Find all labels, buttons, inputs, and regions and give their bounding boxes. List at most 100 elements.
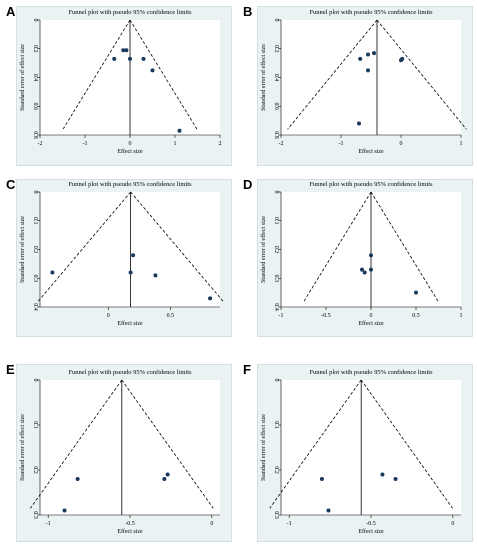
x-tick-label: -0.5 [321,313,331,319]
data-point [372,51,376,56]
x-axis-label: Effect size [117,320,143,327]
y-axis-label: Standard error of effect size [19,414,26,481]
x-axis-label: Effect size [358,148,384,155]
y-axis-label: Standard error of effect size [19,216,26,283]
x-tick-label: 0 [451,521,454,527]
data-point [319,477,324,481]
y-tick-label: 0.3 [273,511,279,519]
panel-label: C [6,177,16,192]
chart-title: Funnel plot with pseudo 95% confidence l… [68,9,192,16]
chart-title: Funnel plot with pseudo 95% confidence l… [309,181,433,188]
data-point [131,253,136,258]
funnel-panel-e: E Funnel plot with pseudo 95% confidence… [0,360,238,545]
panel-label: A [6,4,16,19]
upper-confidence-limit [130,191,224,302]
y-tick-label: 0 [273,379,279,382]
panel-label: F [243,362,251,377]
x-tick-label: 0 [210,521,213,527]
data-point [62,508,67,513]
data-point [162,477,167,481]
y-tick-label: 0.8 [32,131,38,139]
data-point [121,48,126,53]
x-tick-label: 0 [107,313,110,319]
x-axis-label: Effect size [358,528,384,535]
x-tick-label: -1 [339,141,344,147]
data-point [50,270,55,275]
x-tick-label: -2 [279,141,284,147]
x-tick-label: -1 [287,521,292,527]
x-tick-label: 1 [174,141,177,147]
data-point [326,508,331,513]
data-point [362,270,367,275]
funnel-plot-c: Funnel plot with pseudo 95% confidence l… [19,181,224,327]
x-tick-label: 0 [370,313,373,319]
y-axis-label: Standard error of effect size [260,414,267,481]
data-point [165,472,170,477]
x-tick-label: -0.5 [125,521,135,527]
y-tick-label: 0.4 [273,74,279,82]
x-tick-label: 1 [460,141,463,147]
funnel-panel-d: D Funnel plot with pseudo 95% confidence… [239,175,477,340]
lower-confidence-limit [269,379,362,509]
y-tick-label: 0.4 [32,74,38,82]
data-point [141,56,146,61]
funnel-panel-a: A Funnel plot with pseudo 95% confidence… [0,0,238,170]
y-tick-label: 0.8 [273,131,279,139]
y-tick-label: 0.4 [32,303,38,311]
y-tick-label: 0.6 [32,103,38,111]
y-tick-label: 0 [32,19,38,22]
data-point [369,267,373,272]
y-tick-label: 0.2 [273,466,279,474]
y-tick-label: 0.1 [32,421,38,429]
y-axis-label: Standard error of effect size [260,216,267,283]
lower-confidence-limit [30,379,123,509]
funnel-plot-f: Funnel plot with pseudo 95% confidence l… [260,369,461,535]
lower-confidence-limit [287,19,378,130]
y-tick-label: 0.3 [273,275,279,283]
y-tick-label: 0.3 [32,275,38,283]
y-tick-label: 0.6 [273,103,279,111]
x-tick-label: 0.5 [412,313,420,319]
y-axis-label: Standard error of effect size [260,44,267,111]
upper-confidence-limit [370,191,439,302]
x-tick-label: -1 [83,141,88,147]
data-point [177,128,182,133]
chart-title: Funnel plot with pseudo 95% confidence l… [68,181,192,188]
y-tick-label: 0.2 [32,45,38,53]
x-tick-label: 1 [460,313,463,319]
data-point [75,477,80,481]
upper-confidence-limit [360,379,453,509]
upper-confidence-limit [376,19,467,130]
data-point [208,296,213,301]
plot-region [281,20,461,135]
data-point [400,56,405,61]
funnel-panel-c: C Funnel plot with pseudo 95% confidence… [0,175,238,340]
chart-title: Funnel plot with pseudo 95% confidence l… [309,9,433,16]
data-point [357,121,361,126]
data-point [360,267,364,272]
y-axis-label: Standard error of effect size [19,44,26,111]
y-tick-label: 0 [32,379,38,382]
panel-label: B [243,4,253,19]
funnel-plot-e: Funnel plot with pseudo 95% confidence l… [19,369,220,535]
x-tick-label: 0 [129,141,132,147]
data-point [380,472,385,477]
funnel-panel-b: B Funnel plot with pseudo 95% confidence… [239,0,477,170]
data-point [369,253,373,258]
data-point [366,68,370,73]
y-tick-label: 0.2 [32,466,38,474]
y-tick-label: 0 [32,191,38,194]
lower-confidence-limit [62,19,131,130]
x-tick-label: 0.5 [167,313,175,319]
lower-confidence-limit [303,191,372,302]
x-tick-label: 0 [400,141,403,147]
upper-confidence-limit [121,379,214,509]
x-tick-label: -1 [279,313,284,319]
funnel-plot-b: Funnel plot with pseudo 95% confidence l… [260,9,467,155]
funnel-plot-d: Funnel plot with pseudo 95% confidence l… [260,181,463,327]
panel-label: E [6,362,15,377]
funnel-plot-a: Funnel plot with pseudo 95% confidence l… [19,9,222,155]
y-tick-label: 0.1 [32,217,38,225]
x-tick-label: -2 [38,141,43,147]
x-axis-label: Effect size [358,320,384,327]
